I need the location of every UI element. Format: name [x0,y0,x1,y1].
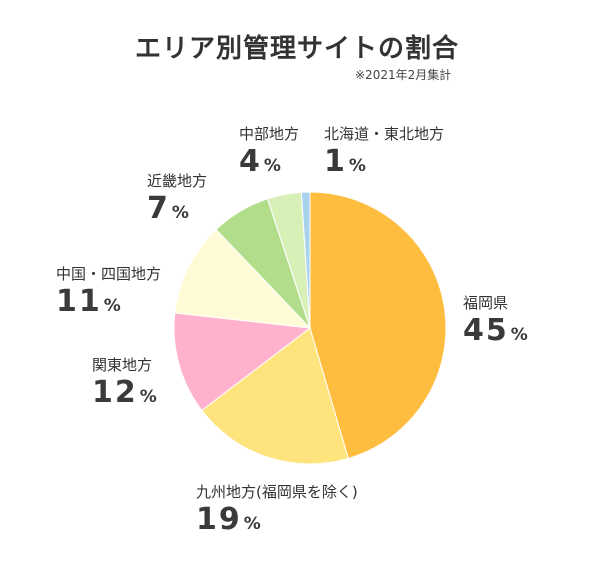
slice-label-unit: % [171,203,189,223]
slice-label-kanto: 関東地方 12% [92,355,157,415]
slice-label-value: 1 [324,144,347,179]
slice-label-unit: % [348,156,366,176]
slice-label-unit: % [103,296,121,316]
slice-label-unit: % [139,387,157,407]
chart-note: ※2021年2月集計 [355,68,452,82]
slice-label-kinki: 近畿地方 7% [147,171,207,231]
slice-label-chubu: 中部地方 4% [239,124,299,184]
slice-label-unit: % [510,325,528,345]
slice-label-unit: % [263,156,281,176]
slice-label-name: 近畿地方 [147,172,208,190]
chart-title: エリア別管理サイトの割合 [134,34,459,64]
slice-label-unit: % [243,514,261,534]
slice-label-name: 北海道・東北地方 [324,125,445,143]
slice-label-value: 12 [92,375,138,410]
slice-label-name: 九州地方(福岡県を除く) [196,483,358,501]
slice-label-value: 45 [463,313,509,348]
pie-slice-3 [174,228,312,329]
slice-label-value: 4 [239,144,262,179]
slice-label-value: 19 [196,502,242,537]
slice-label-name: 中国・四国地方 [56,265,162,283]
slice-label-value: 11 [56,284,102,319]
slice-label-fukuoka: 福岡県 45% [463,293,528,353]
pie-slice-2 [173,312,312,412]
slice-label-value: 7 [147,191,170,226]
pie-slice-6 [300,191,311,329]
slice-label-name: 福岡県 [463,294,509,312]
pie-slice-1 [201,327,349,465]
pie-slice-0 [309,191,447,460]
slice-label-name: 関東地方 [92,356,153,374]
slice-label-chugoku-shikoku: 中国・四国地方 11% [56,264,161,324]
slice-label-hokkaido-tohoku: 北海道・東北地方 1% [324,124,444,184]
slice-label-name: 中部地方 [239,125,300,143]
slice-label-kyushu: 九州地方(福岡県を除く) 19% [196,482,358,542]
